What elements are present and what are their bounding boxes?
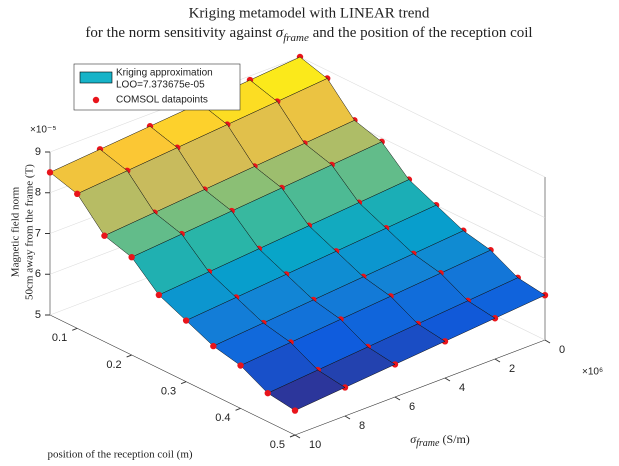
z-tick-label: 6	[35, 268, 41, 280]
z-tick-label: 9	[35, 146, 41, 158]
data-point	[128, 254, 135, 261]
y-tick	[294, 434, 301, 439]
x-tick-label: 0.4	[215, 412, 230, 424]
x-tick-label: 0.2	[106, 359, 121, 371]
legend-swatch	[79, 71, 113, 84]
legend-label: Kriging approximation	[116, 68, 213, 79]
box-edge	[294, 339, 546, 436]
data-point	[264, 389, 271, 397]
title-sub: frame	[283, 32, 309, 44]
z-label-line: 50cm away from the frame (T)	[24, 164, 36, 300]
y-multiplier: ×10⁶	[582, 367, 603, 378]
y-tick-label: 6	[409, 401, 415, 413]
box-edge	[49, 314, 296, 436]
x-tick	[72, 327, 78, 331]
data-point	[291, 407, 299, 414]
y-tick-label: 4	[459, 382, 465, 394]
y-tick	[494, 358, 501, 363]
data-point	[210, 342, 217, 350]
title-sigma: σ	[276, 25, 284, 41]
legend-box	[73, 63, 241, 111]
title-text: for the norm sensitivity against	[85, 25, 275, 41]
x-tick-label: 0.5	[270, 439, 285, 451]
plot-area: 5 6 7 8 9 0.1 0.2 0.3 0.4 0.5 0 2 4 6 8 10	[35, 53, 565, 451]
y-label-unit: (S/m)	[439, 432, 469, 446]
data-point	[237, 362, 244, 369]
x-tick	[289, 434, 296, 438]
z-multiplier: ×10⁻⁵	[30, 125, 56, 136]
chart-title: Kriging metamodel with LINEAR trend	[189, 5, 430, 21]
y-axis-label: σframe (S/m)	[410, 432, 470, 450]
z-tick-label: 5	[35, 309, 41, 321]
x-axis-label: position of the reception coil (m)	[47, 449, 192, 461]
y-tick-label: 8	[359, 420, 365, 432]
z-tick-label: 8	[35, 187, 41, 199]
y-label-sub: frame	[416, 438, 440, 449]
legend-label: COMSOL datapoints	[116, 95, 208, 106]
data-point	[182, 317, 190, 324]
chart-subtitle: for the norm sensitivity against σframe …	[85, 25, 532, 43]
legend-marker	[92, 96, 100, 104]
data-point	[155, 291, 163, 299]
y-tick-label: 2	[509, 363, 515, 375]
x-tick-label: 0.1	[52, 332, 67, 344]
x-tick	[235, 407, 241, 411]
y-tick-label: 0	[559, 344, 565, 356]
data-point	[101, 232, 108, 239]
x-tick	[126, 354, 132, 358]
data-point	[46, 169, 54, 176]
y-tick	[394, 396, 401, 401]
title-text: and the position of the reception coil	[309, 25, 533, 41]
x-tick-label: 0.3	[161, 386, 176, 398]
z-axis-label: Magnetic field norm 50cm away from the f…	[10, 164, 36, 300]
y-tick-label: 10	[309, 439, 321, 451]
legend-note: LOO=7.373675e-05	[116, 80, 205, 91]
grid-line	[299, 56, 546, 178]
x-tick	[180, 381, 187, 385]
y-tick	[544, 339, 551, 344]
y-label-sigma: σ	[410, 432, 417, 446]
z-tick-label: 7	[35, 227, 41, 239]
z-label-line: Magnetic field norm	[10, 186, 22, 277]
y-tick	[344, 415, 351, 420]
legend: Kriging approximation LOO=7.373675e-05 C…	[73, 63, 241, 111]
y-tick	[444, 377, 451, 382]
data-point	[74, 190, 81, 198]
